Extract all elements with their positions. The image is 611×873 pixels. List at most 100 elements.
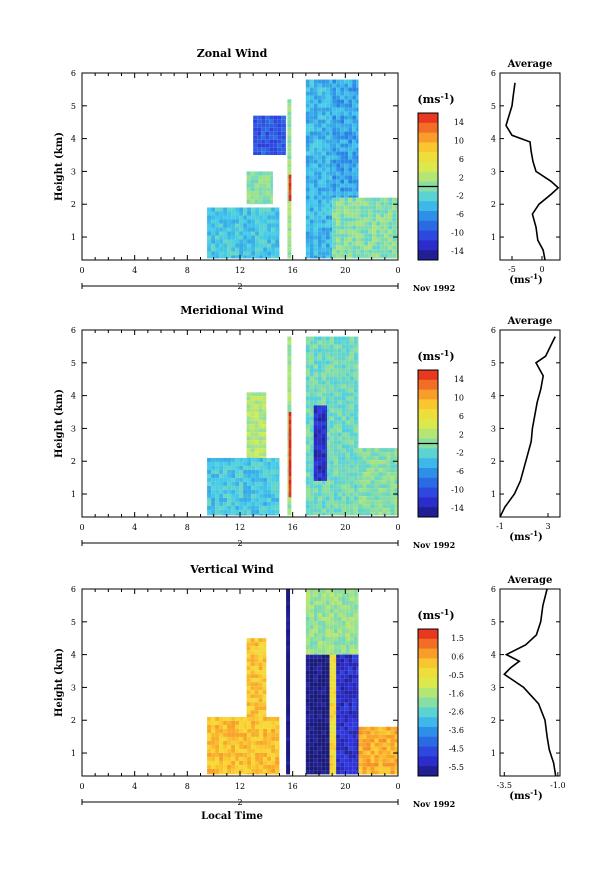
data-cell-4: [337, 440, 342, 445]
data-cell-5: [329, 111, 333, 116]
data-cell-5: [329, 191, 333, 196]
data-cell-7: [374, 750, 379, 755]
data-cell-6: [340, 115, 345, 120]
data-cell-7: [372, 253, 377, 258]
data-cell-1: [246, 690, 251, 695]
data-cell-6: [370, 464, 375, 469]
data-cell-4: [349, 617, 354, 621]
data-cell-0: [227, 716, 232, 721]
data-cell-1: [262, 456, 267, 458]
data-cell-4: [353, 637, 358, 641]
data-cell-1: [254, 175, 259, 180]
data-cell-0: [219, 764, 224, 769]
data-cell-6: [336, 127, 341, 132]
data-cell-0: [255, 227, 260, 232]
data-cell-7: [332, 213, 337, 218]
data-cell-4: [305, 649, 310, 653]
data-cell-4: [305, 432, 310, 437]
data-cell-7: [344, 241, 349, 246]
data-cell-6: [348, 107, 353, 112]
data-cell-4: [333, 617, 338, 621]
data-cell-4: [288, 182, 292, 187]
data-cell-5: [313, 147, 318, 152]
data-cell-0: [275, 497, 280, 502]
data-cell-4: [325, 408, 330, 413]
data-cell-5: [321, 247, 326, 252]
data-cell-2: [281, 123, 286, 128]
data-cell-4: [333, 500, 338, 505]
data-cell-5: [329, 231, 333, 236]
data-cell-4: [341, 364, 346, 369]
data-cell-4: [337, 336, 342, 341]
data-cell-4: [341, 621, 346, 625]
data-cell-4: [317, 376, 322, 381]
data-cell-7: [344, 233, 349, 238]
data-cell-0: [239, 772, 244, 775]
data-cell-0: [243, 485, 248, 490]
data-cell-0: [243, 716, 248, 721]
data-cell-6: [352, 762, 357, 767]
data-cell-6: [344, 195, 349, 198]
data-cell-1: [254, 658, 259, 663]
data-cell-5: [325, 247, 330, 252]
data-cell-3: [325, 726, 330, 731]
data-cell-6: [356, 722, 359, 727]
data-cell-4: [333, 476, 338, 481]
data-cell-7: [382, 746, 387, 751]
data-cell-0: [251, 489, 256, 494]
data-cell-0: [243, 243, 248, 248]
data-cell-6: [348, 175, 353, 180]
data-cell-3: [305, 738, 310, 743]
data-cell-5: [321, 83, 326, 88]
data-cell-7: [358, 762, 363, 767]
data-cell-4: [321, 589, 326, 593]
data-cell-0: [271, 219, 276, 224]
data-cell-4: [329, 637, 334, 641]
data-cell-4: [313, 597, 318, 601]
data-cell-5: [313, 413, 318, 418]
data-cell-7: [380, 257, 385, 259]
data-cell-0: [231, 505, 236, 510]
data-cell-6: [340, 670, 345, 675]
data-cell-1: [262, 432, 267, 437]
data-cell-0: [275, 748, 280, 753]
data-cell-0: [239, 740, 244, 745]
data-cell-6: [336, 175, 341, 180]
data-cell-6: [362, 476, 367, 481]
data-cell-1: [250, 710, 255, 715]
data-cell-4: [325, 597, 330, 601]
data-cell-0: [239, 211, 244, 216]
data-cell-0: [255, 243, 260, 248]
data-cell-0: [243, 469, 248, 474]
data-cell-7: [340, 257, 345, 259]
data-cell-4: [341, 336, 346, 341]
data-cell-1: [258, 686, 263, 691]
data-cell-4: [321, 340, 326, 345]
data-cell-6: [366, 504, 371, 509]
data-cell-6: [332, 147, 337, 152]
data-cell-3: [287, 107, 292, 112]
data-cell-1: [250, 448, 255, 453]
data-cell-4: [329, 360, 334, 365]
data-cell-4: [313, 480, 318, 485]
data-cell-4: [309, 637, 314, 641]
data-cell-4: [317, 496, 322, 501]
data-cell-7: [366, 730, 371, 735]
data-cell-6: [336, 658, 341, 663]
data-cell-5: [325, 111, 330, 116]
data-cell-7: [360, 217, 365, 222]
data-cell-4: [333, 428, 338, 433]
profile-y-tick-label: 1: [491, 490, 496, 499]
data-cell-5: [325, 147, 330, 152]
data-cell-2: [287, 504, 292, 509]
data-cell-2: [286, 645, 291, 649]
data-cell-4: [325, 380, 330, 385]
data-cell-1: [250, 646, 255, 651]
data-cell-0: [255, 509, 260, 514]
data-cell-6: [348, 694, 353, 699]
data-cell-4: [337, 649, 342, 653]
data-cell-0: [239, 465, 244, 470]
data-cell-4: [345, 412, 350, 417]
data-cell-0: [235, 457, 240, 462]
data-cell-6: [352, 115, 357, 120]
